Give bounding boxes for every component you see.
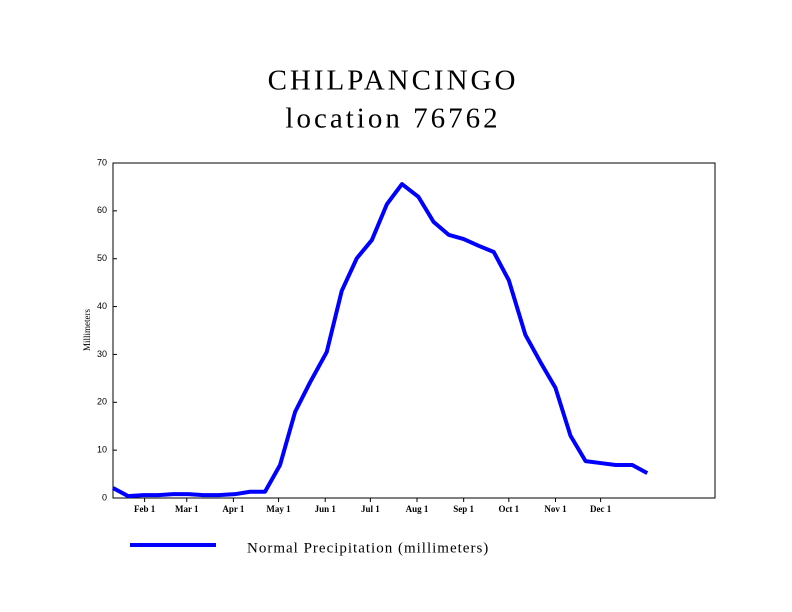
- x-tick-label: Nov 1: [544, 504, 567, 514]
- legend-label: Normal Precipitation (millimeters): [247, 540, 489, 556]
- x-tick-label: Mar 1: [175, 504, 199, 514]
- y-axis-label: Millimeters: [82, 309, 92, 351]
- x-tick-label: Dec 1: [590, 504, 612, 514]
- y-tick-label: 0: [102, 492, 107, 502]
- x-tick-label: Jun 1: [315, 504, 337, 514]
- y-tick-label: 60: [97, 205, 107, 215]
- plot-frame: [112, 162, 716, 499]
- x-tick-label: Sep 1: [453, 504, 474, 514]
- y-tick-label: 30: [97, 349, 107, 359]
- y-tick-label: 50: [97, 253, 107, 263]
- x-tick-label: Feb 1: [134, 504, 156, 514]
- chart-title: CHILPANCINGO: [268, 65, 519, 97]
- x-tick-label: Jul 1: [361, 504, 380, 514]
- y-tick-label: 70: [97, 157, 107, 167]
- x-tick-label: Aug 1: [406, 504, 429, 514]
- y-tick-label: 40: [97, 301, 107, 311]
- x-tick-label: May 1: [266, 504, 291, 514]
- y-tick-label: 20: [97, 397, 107, 407]
- x-tick-label: Oct 1: [498, 504, 519, 514]
- x-tick-label: Apr 1: [222, 504, 245, 514]
- data-line: [112, 182, 649, 499]
- y-tick-label: 10: [97, 445, 107, 455]
- chart-subtitle: location 76762: [285, 103, 500, 135]
